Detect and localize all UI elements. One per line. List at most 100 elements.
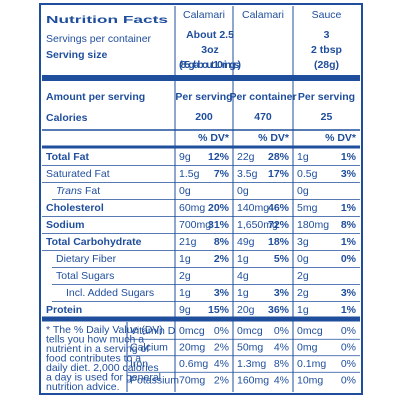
amount: 2g bbox=[297, 270, 309, 282]
vitamin-name: Calcium bbox=[130, 341, 168, 353]
amount: 9g bbox=[179, 151, 191, 163]
amount: 4g bbox=[237, 270, 249, 282]
footnote-line: nutrient in a serving of bbox=[46, 343, 149, 355]
daily-value: 3% bbox=[214, 287, 230, 299]
footnote-line: a day is used for general bbox=[46, 371, 161, 383]
amount: 22g bbox=[237, 151, 255, 163]
serving-size-note: (28g) bbox=[314, 59, 339, 71]
daily-value: 7% bbox=[214, 168, 230, 180]
servings: About 2.5 bbox=[186, 29, 234, 41]
amount: 1.5g bbox=[179, 168, 200, 180]
per-label: Per serving bbox=[175, 91, 232, 103]
daily-value: 8% bbox=[214, 236, 230, 248]
daily-value: 4% bbox=[214, 358, 229, 370]
amount: 140mg bbox=[237, 202, 269, 214]
daily-value: 20% bbox=[208, 202, 230, 214]
amount: 1g bbox=[179, 287, 191, 299]
amount: 10mg bbox=[297, 374, 323, 386]
footnote-line: tells you how much a bbox=[46, 333, 144, 345]
amount: 160mg bbox=[237, 374, 269, 386]
footnote-line: * The % Daily Value (DV) bbox=[46, 324, 163, 336]
nutrient-name: Saturated Fat bbox=[46, 168, 110, 180]
dv-header: % DV* bbox=[325, 132, 357, 144]
amount-label: Amount per serving bbox=[46, 91, 145, 103]
calories-label: Calories bbox=[46, 112, 88, 124]
label-border bbox=[39, 3, 363, 395]
daily-value: 4% bbox=[274, 374, 289, 386]
column-name: Calamari bbox=[183, 9, 225, 21]
daily-value: 4% bbox=[274, 341, 289, 353]
footnote-line: food contributes to a bbox=[46, 352, 141, 364]
daily-value: 5% bbox=[274, 253, 290, 265]
daily-value: 8% bbox=[341, 219, 357, 231]
amount: 0mg bbox=[297, 341, 318, 353]
daily-value: 0% bbox=[341, 341, 356, 353]
vitamin-name: Potassium bbox=[130, 374, 179, 386]
daily-value: 2% bbox=[214, 253, 230, 265]
vitamin-name: Vitamin D bbox=[130, 325, 176, 337]
daily-value: 3% bbox=[341, 168, 357, 180]
nutrient-name: Sodium bbox=[46, 219, 85, 231]
nutrient-name-rest: Fat bbox=[85, 185, 100, 197]
calories-value: 200 bbox=[195, 111, 213, 123]
daily-value: 2% bbox=[214, 341, 229, 353]
nutrient-name: Total Fat bbox=[46, 151, 89, 163]
amount: 5mg bbox=[297, 202, 318, 214]
nutrient-name: Cholesterol bbox=[46, 202, 104, 214]
daily-value: 15% bbox=[208, 304, 230, 316]
amount: 3.5g bbox=[237, 168, 258, 180]
amount: 1.3mg bbox=[237, 358, 266, 370]
daily-value: 36% bbox=[268, 304, 290, 316]
amount: 700mg bbox=[179, 219, 211, 231]
serving-size: 3oz bbox=[201, 44, 219, 56]
serving-size-note: (85g/about 10 rings) bbox=[179, 59, 241, 71]
amount: 20mg bbox=[179, 341, 205, 353]
column-name: Sauce bbox=[312, 9, 342, 21]
dv-header: % DV* bbox=[198, 132, 230, 144]
daily-value: 8% bbox=[274, 358, 289, 370]
footnote-line: nutrition advice. bbox=[46, 381, 120, 393]
amount: 2g bbox=[179, 270, 191, 282]
amount: 0g bbox=[179, 185, 191, 197]
amount: 9g bbox=[179, 304, 191, 316]
amount: 0mcg bbox=[237, 325, 263, 337]
amount: 3g bbox=[297, 236, 309, 248]
daily-value: 1% bbox=[341, 304, 357, 316]
daily-value: 2% bbox=[214, 374, 229, 386]
amount: 0.5g bbox=[297, 168, 318, 180]
daily-value: 3% bbox=[341, 287, 357, 299]
calories-value: 470 bbox=[254, 111, 272, 123]
column-name: Calamari bbox=[242, 9, 284, 21]
daily-value: 0% bbox=[341, 358, 356, 370]
amount: 0g bbox=[297, 253, 309, 265]
serving-size-label: Serving size bbox=[46, 49, 107, 61]
amount: 1g bbox=[237, 253, 249, 265]
amount: 0g bbox=[237, 185, 249, 197]
daily-value: 46% bbox=[268, 202, 290, 214]
amount: 0.6mg bbox=[179, 358, 208, 370]
daily-value: 12% bbox=[208, 151, 230, 163]
serving-size: 2 tbsp bbox=[311, 44, 342, 56]
amount: 49g bbox=[237, 236, 255, 248]
dv-header: % DV* bbox=[258, 132, 290, 144]
per-label: Per serving bbox=[298, 91, 355, 103]
daily-value: 1% bbox=[341, 236, 357, 248]
nutrient-name-italic: Trans bbox=[56, 185, 83, 197]
nutrient-name: Protein bbox=[46, 304, 82, 316]
daily-value: 1% bbox=[341, 151, 357, 163]
amount: 1g bbox=[297, 304, 309, 316]
vitamin-name: Iron bbox=[130, 358, 148, 370]
amount: 50mg bbox=[237, 341, 263, 353]
daily-value: 0% bbox=[214, 325, 229, 337]
per-label: Per container bbox=[229, 91, 296, 103]
daily-value: 17% bbox=[268, 168, 290, 180]
daily-value: 31% bbox=[208, 219, 230, 231]
nutrient-name: Total Sugars bbox=[56, 270, 114, 282]
daily-value: 3% bbox=[274, 287, 290, 299]
amount: 1,650mg bbox=[237, 219, 278, 231]
amount: 1g bbox=[179, 253, 191, 265]
daily-value: 1% bbox=[341, 202, 357, 214]
amount: 2g bbox=[297, 287, 309, 299]
